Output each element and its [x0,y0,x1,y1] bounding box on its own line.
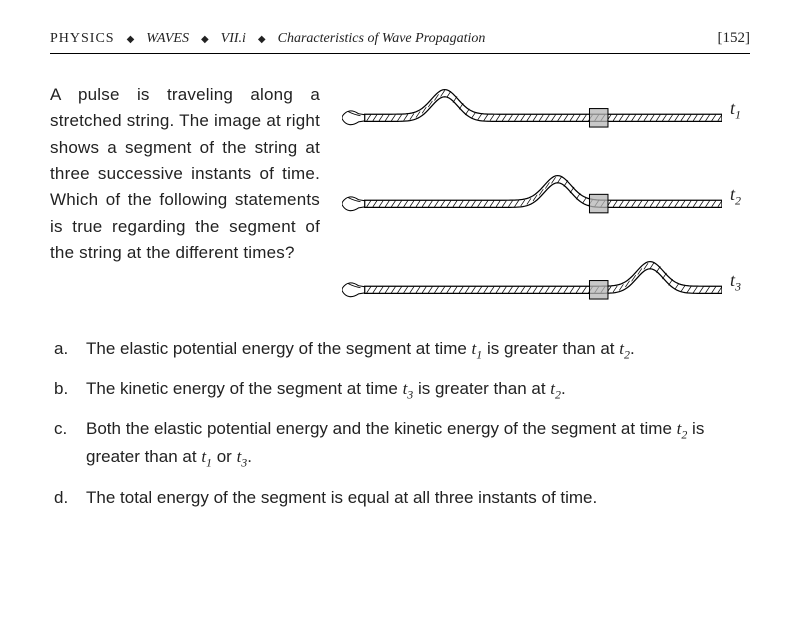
diagram-row-3: t3 [342,259,750,305]
choice-a: a. The elastic potential energy of the s… [54,336,750,364]
choice-letter: d. [54,485,72,511]
choice-text: The total energy of the segment is equal… [86,485,750,511]
time-label-1: t1 [730,98,750,123]
diagram-row-2: t2 [342,173,750,219]
header-subject: PHYSICS [50,31,115,47]
string-diagram-2 [342,173,722,219]
string-diagram-1 [342,87,722,133]
header-section: VII.i [221,31,246,47]
header-topic: WAVES [146,31,189,47]
time-label-3: t3 [730,270,750,295]
choice-b: b. The kinetic energy of the segment at … [54,376,750,404]
diagram-stack: t1 t2 t3 [342,82,750,306]
choice-d: d. The total energy of the segment is eq… [54,485,750,511]
question-text: A pulse is traveling along a stretched s… [50,82,320,306]
diagram-row-1: t1 [342,87,750,133]
diamond-icon: ◆ [127,34,135,45]
answer-choices: a. The elastic potential energy of the s… [50,336,750,511]
page-number: [152] [718,30,751,47]
choice-letter: b. [54,376,72,404]
diamond-icon: ◆ [258,34,266,45]
choice-text: The kinetic energy of the segment at tim… [86,376,750,404]
header-chapter: Characteristics of Wave Propagation [278,31,486,47]
choice-c: c. Both the elastic potential energy and… [54,416,750,473]
diamond-icon: ◆ [201,34,209,45]
page-header: PHYSICS ◆ WAVES ◆ VII.i ◆ Characteristic… [50,30,750,54]
choice-text: The elastic potential energy of the segm… [86,336,750,364]
header-breadcrumb: PHYSICS ◆ WAVES ◆ VII.i ◆ Characteristic… [50,31,485,47]
string-diagram-3 [342,259,722,305]
question-block: A pulse is traveling along a stretched s… [50,82,750,306]
choice-letter: c. [54,416,72,473]
time-label-2: t2 [730,184,750,209]
choice-text: Both the elastic potential energy and th… [86,416,750,473]
choice-letter: a. [54,336,72,364]
